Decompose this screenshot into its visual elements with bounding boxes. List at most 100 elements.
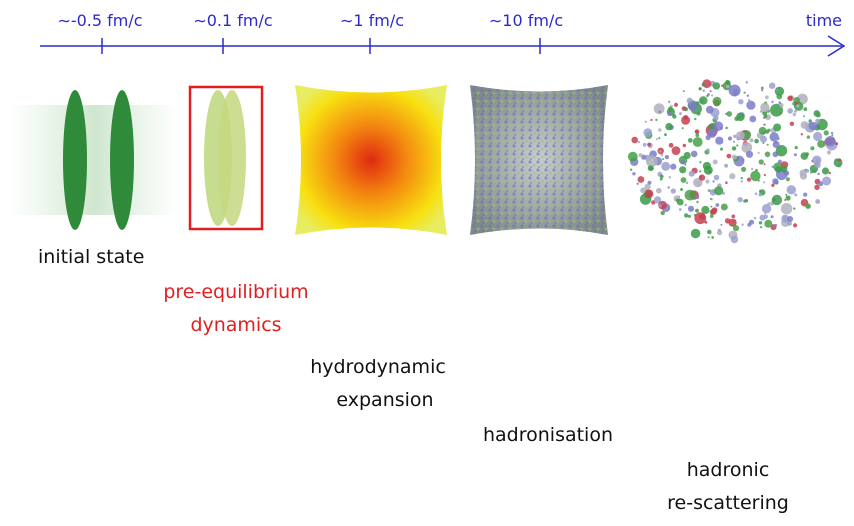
particle [748,99,750,101]
particle [696,195,700,199]
particle [643,143,647,147]
particle [803,193,807,197]
particle [771,184,774,187]
stage-label: pre-equilibrium [163,281,308,303]
particle [647,143,651,147]
particle [705,179,709,183]
particle [661,162,670,171]
particle [686,182,689,185]
nucleus [110,90,134,230]
particle [741,224,743,226]
particle [669,176,671,178]
particle [763,181,765,183]
particle [639,153,643,157]
particle [815,199,820,204]
particle [703,90,705,92]
particle [682,106,687,111]
particle [834,158,843,167]
particle [667,112,671,116]
particle [713,82,720,89]
particle [773,141,780,148]
particle [736,131,745,140]
particle [796,104,799,107]
page: ∼-0.5 fm/c ∼0.1 fm/c ∼1 fm/c ∼10 fm/c ti… [0,0,854,526]
particle [710,208,716,214]
particle [707,230,712,235]
particle [685,204,687,206]
particle [725,127,728,130]
particle [630,169,632,171]
particle [699,87,702,90]
particle [760,136,767,143]
particle [667,186,670,189]
nucleus [63,90,87,230]
particle [822,177,831,186]
particle [694,212,706,224]
stage-label: dynamics [190,314,281,336]
particle [670,164,676,170]
particle [705,221,708,224]
particle [668,107,673,112]
particle [691,229,701,239]
particle [765,155,767,157]
particle [771,101,773,103]
stage-label: hadronisation [483,424,613,446]
particle [749,116,756,123]
particle [673,114,675,116]
particle [746,151,753,158]
particle [803,115,805,117]
particle [793,223,797,227]
particle [679,112,682,115]
particle [720,148,723,151]
particle [767,144,769,146]
particle [688,206,694,212]
particle [765,95,769,99]
particle [801,172,803,174]
stage-label: hydrodynamic [310,356,446,378]
particle [767,129,770,132]
particle [771,215,774,218]
particle [772,178,778,184]
particle [814,162,821,169]
particle [688,138,693,143]
particle [728,136,732,140]
particle [727,154,732,159]
particle [729,173,735,179]
particle [759,221,762,224]
axis-label: time [806,11,842,30]
particle [786,195,791,200]
particle [656,138,658,140]
particle [680,188,683,191]
particle [674,103,678,107]
particle [801,121,809,129]
particle [699,96,707,104]
particle [714,186,723,195]
particle [661,211,665,215]
particle [679,208,682,211]
particle [831,132,833,134]
stage-label: initial state [38,246,144,268]
particle [655,119,657,121]
stage-label: re-scattering [667,492,789,514]
particle [773,124,781,132]
particle [764,115,768,119]
particle [710,206,712,208]
particle [645,121,647,123]
particle [659,111,661,113]
particle [656,188,662,194]
particle [795,146,798,149]
particle [817,173,819,175]
particle [645,184,651,190]
particle [696,201,698,203]
particle [664,133,667,136]
particle [778,160,782,164]
particle [711,236,714,239]
particle [776,94,782,100]
particle [659,204,662,207]
particle [702,83,706,87]
time-label: ∼-0.5 fm/c [57,11,142,30]
particle [790,97,792,99]
particle [682,127,684,129]
medium-texture [470,85,608,235]
particle [726,111,732,117]
